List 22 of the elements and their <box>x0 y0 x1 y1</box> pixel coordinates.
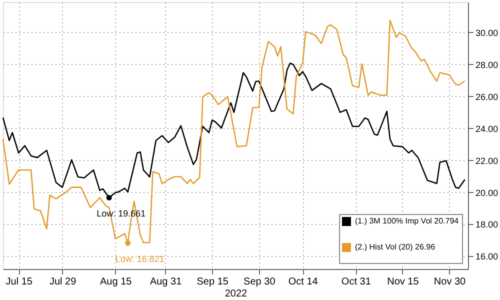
x-tick-label: Aug 31 <box>150 276 182 288</box>
y-tick-label: 30.00 <box>476 28 498 38</box>
legend-label: (2.) Hist Vol (20) 26.96 <box>355 242 436 252</box>
x-tick-label: Sep 30 <box>244 276 276 288</box>
x-tick-label: Jul 15 <box>6 276 33 288</box>
annotation: Low: 16.821 <box>115 254 164 264</box>
y-tick-label: 28.00 <box>476 60 498 70</box>
x-tick-label: Oct 14 <box>288 276 318 288</box>
y-tick-label: 16.00 <box>476 252 498 262</box>
y-tick-label: 26.00 <box>476 92 498 102</box>
x-tick-label: Nov 15 <box>387 276 420 288</box>
legend-label: (1.) 3M 100% Imp Vol 20.794 <box>355 216 460 226</box>
x-tick-label: Sep 15 <box>196 276 229 288</box>
y-tick-label: 24.00 <box>476 124 498 134</box>
x-tick-label: Nov 30 <box>434 276 466 288</box>
x-tick-label: Oct 31 <box>341 276 372 288</box>
y-tick-label: 22.00 <box>476 156 498 166</box>
x-tick-label: Jul 29 <box>49 276 77 288</box>
x-tick-label: Aug 15 <box>100 276 132 288</box>
y-tick-label: 18.00 <box>476 220 498 230</box>
x-axis-title: 2022 <box>224 288 248 300</box>
y-tick-label: 20.00 <box>476 188 498 198</box>
